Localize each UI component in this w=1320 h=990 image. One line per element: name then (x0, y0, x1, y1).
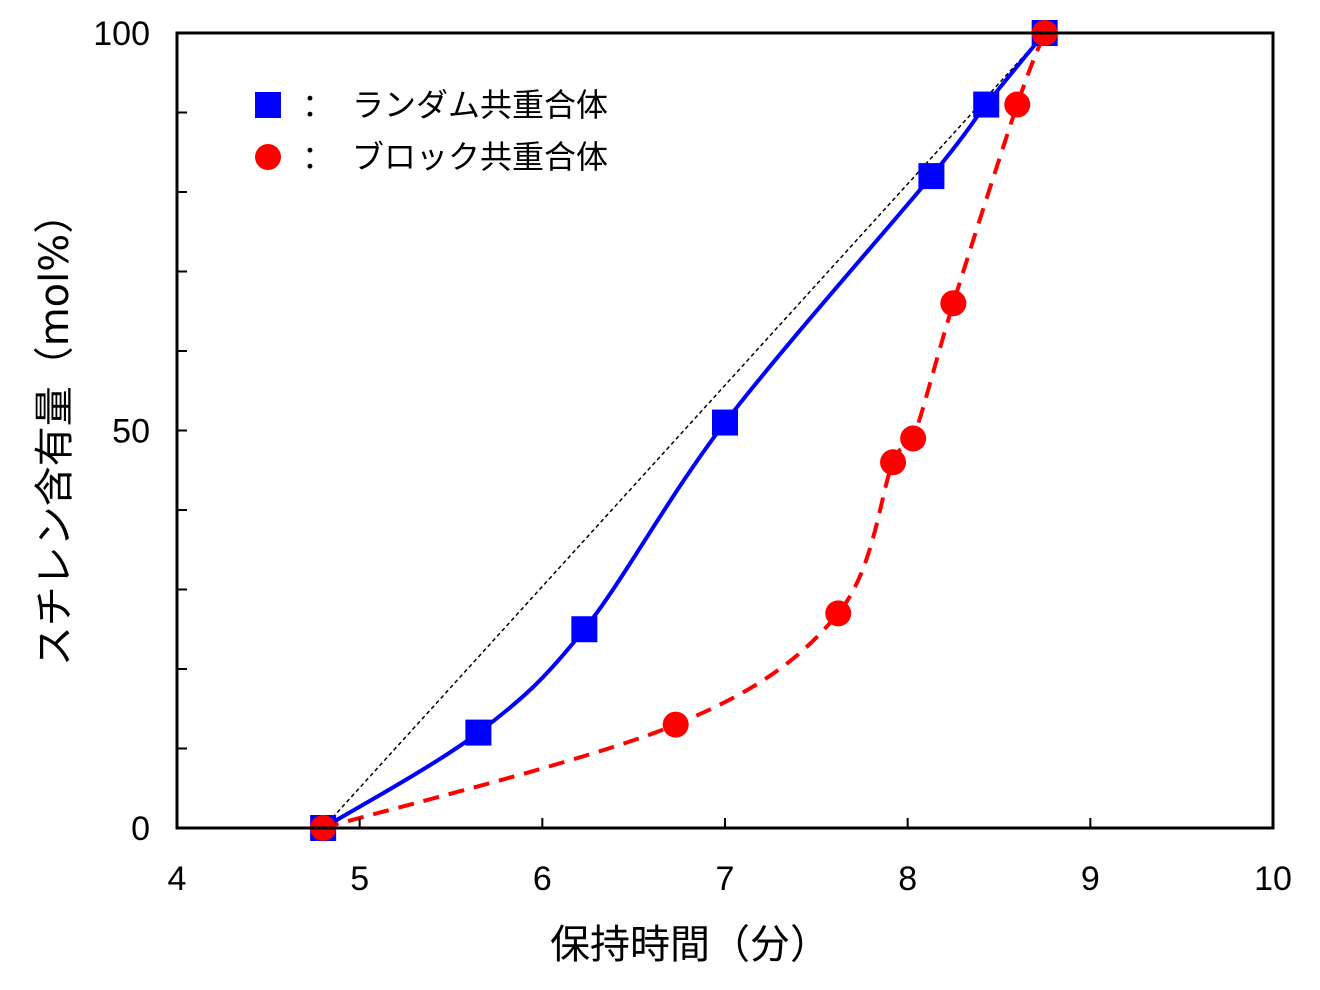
marker-square-5 (973, 91, 1000, 118)
y-axis-title: スチレン含有量（mol%） (32, 194, 78, 667)
marker-square-1 (465, 719, 492, 746)
marker-circle-5 (940, 290, 967, 317)
x-tick-label: 9 (1081, 860, 1100, 898)
y-tick-label: 0 (131, 810, 150, 848)
y-tick-label: 50 (112, 413, 150, 451)
legend-label: ブロック共重合体 (352, 138, 608, 176)
marker-square-2 (571, 616, 598, 643)
x-tick-label: 4 (168, 860, 187, 898)
marker-square-3 (712, 409, 738, 436)
x-tick-label: 6 (533, 860, 552, 898)
series-markers (310, 20, 1058, 841)
x-tick-label: 7 (716, 860, 735, 898)
x-tick-label: 10 (1254, 860, 1292, 898)
legend-marker-circle (255, 144, 281, 170)
legend: ： ランダム共重合体 ： ブロック共重合体 (255, 86, 608, 176)
marker-circle-4 (900, 425, 927, 452)
legend-label: ランダム共重合体 (352, 86, 608, 124)
marker-circle-2 (825, 600, 852, 627)
reference-line-layer (322, 32, 1046, 829)
x-tick-label: 5 (350, 860, 369, 898)
marker-circle-3 (880, 449, 907, 476)
legend-separator: ： (302, 86, 334, 124)
marker-circle-6 (1004, 91, 1031, 118)
marker-square-4 (918, 163, 945, 190)
legend-separator: ： (302, 138, 334, 176)
y-tick-label: 100 (93, 15, 150, 53)
marker-circle-1 (662, 711, 689, 738)
x-tick-label: 8 (898, 860, 917, 898)
reference-line (322, 32, 1046, 829)
x-axis-title: 保持時間（分） (550, 922, 830, 968)
legend-marker-square (255, 92, 281, 118)
